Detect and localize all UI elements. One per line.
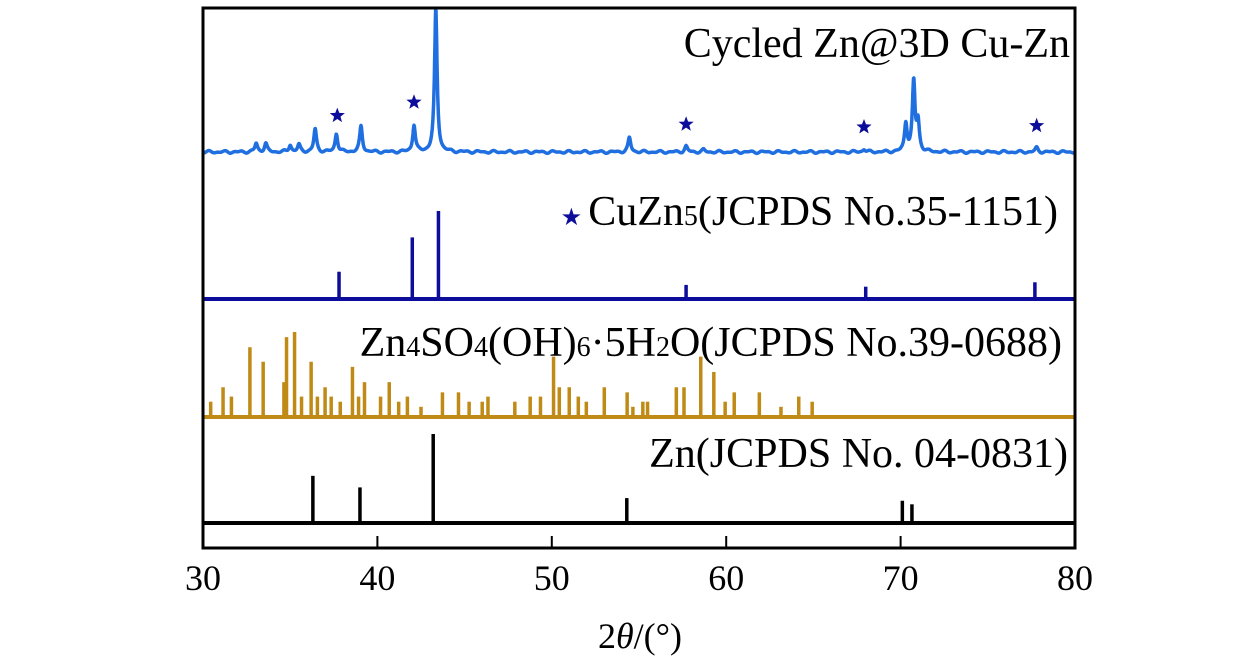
- star-marker: [406, 94, 422, 109]
- plot-frame: [201, 6, 1077, 550]
- x-axis: 30 40 50 60 70 80: [185, 536, 1093, 598]
- star-marker: [329, 107, 345, 123]
- series-label-zn: Zn(JCPDS No. 04-0831): [649, 431, 1068, 477]
- x-axis-label: 2θ/(°): [598, 616, 682, 656]
- series-cuzn5: ★ CuZn5(JCPDS No.35-1151): [203, 189, 1075, 301]
- series-layer: Cycled Zn@3D Cu-Zn ★ CuZn5(JCPDS No.35-11…: [201, 8, 1077, 525]
- series-zn: Zn(JCPDS No. 04-0831): [203, 431, 1075, 525]
- series-label-cycled: Cycled Zn@3D Cu-Zn: [684, 21, 1070, 67]
- x-tick-label: 60: [708, 558, 744, 598]
- series-label-cuzn5: ★ CuZn5(JCPDS No.35-1151): [561, 189, 1058, 235]
- x-tick-label: 50: [534, 558, 570, 598]
- series-label-basic_zinc_sulfate: Zn4SO4(OH)6·5H2O(JCPDS No.39-0688): [360, 320, 1062, 366]
- x-tick-label: 70: [883, 558, 919, 598]
- x-tick-label: 40: [359, 558, 395, 598]
- star-marker: [856, 119, 872, 134]
- x-tick-label: 30: [185, 558, 221, 598]
- cycled-pattern-line: [201, 8, 1077, 156]
- x-tick-label: 80: [1057, 558, 1093, 598]
- series-cycled: Cycled Zn@3D Cu-Zn: [201, 8, 1077, 156]
- series-basic_zinc_sulfate: Zn4SO4(OH)6·5H2O(JCPDS No.39-0688): [203, 320, 1075, 419]
- star-marker: [1029, 117, 1045, 133]
- star-marker: [678, 116, 694, 131]
